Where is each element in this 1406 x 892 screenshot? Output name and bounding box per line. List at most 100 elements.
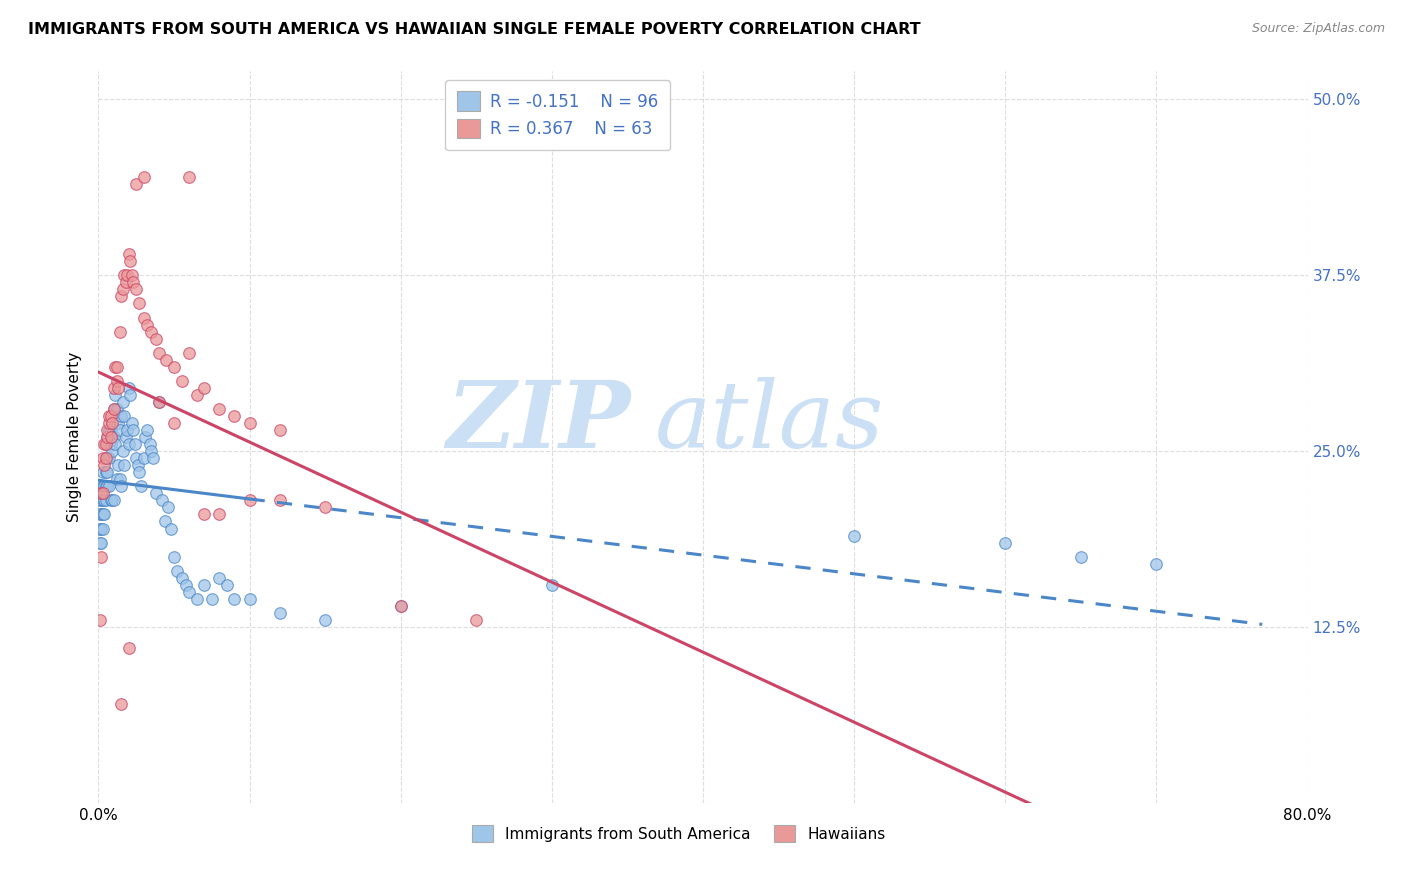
Point [208, 401, 231, 416]
Point [93, 458, 115, 473]
Point [121, 416, 143, 430]
Point [208, 508, 231, 522]
Point [94, 465, 117, 479]
Point [224, 409, 246, 423]
Point [120, 388, 142, 402]
Text: IMMIGRANTS FROM SOUTH AMERICA VS HAWAIIAN SINGLE FEMALE POVERTY CORRELATION CHAR: IMMIGRANTS FROM SOUTH AMERICA VS HAWAIIA… [28, 22, 921, 37]
Point [193, 578, 215, 592]
Point [100, 423, 122, 437]
Point [103, 381, 125, 395]
Point [269, 606, 291, 620]
Point [91, 486, 114, 500]
Point [125, 282, 148, 296]
Point [90, 493, 112, 508]
Point [90, 508, 112, 522]
Point [112, 409, 135, 423]
Point [100, 437, 122, 451]
Point [208, 571, 231, 585]
Point [166, 564, 188, 578]
Point [91, 465, 114, 479]
Point [170, 571, 193, 585]
Point [465, 613, 488, 627]
Point [112, 268, 135, 283]
Point [122, 423, 145, 437]
Point [98, 437, 121, 451]
Point [269, 423, 291, 437]
Point [104, 388, 127, 402]
Point [101, 493, 124, 508]
Point [89, 535, 111, 549]
Point [104, 437, 127, 451]
Point [111, 395, 134, 409]
Point [96, 451, 118, 466]
Point [389, 599, 412, 613]
Point [132, 310, 155, 325]
Point [269, 493, 291, 508]
Point [91, 479, 114, 493]
Point [239, 416, 262, 430]
Point [111, 444, 134, 458]
Point [201, 591, 224, 606]
Point [163, 549, 186, 564]
Point [96, 423, 118, 437]
Point [122, 276, 145, 290]
Point [108, 472, 131, 486]
Point [90, 479, 112, 493]
Point [314, 613, 336, 627]
Point [103, 401, 125, 416]
Point [98, 451, 121, 466]
Point [94, 479, 117, 493]
Point [141, 444, 163, 458]
Point [101, 444, 124, 458]
Point [112, 458, 135, 473]
Point [156, 500, 179, 515]
Point [107, 381, 129, 395]
Point [93, 508, 115, 522]
Point [132, 451, 155, 466]
Point [105, 401, 128, 416]
Point [94, 451, 117, 466]
Point [103, 430, 125, 444]
Point [90, 521, 112, 535]
Text: atlas: atlas [655, 377, 884, 467]
Point [96, 430, 118, 444]
Point [98, 479, 121, 493]
Point [101, 430, 124, 444]
Point [118, 381, 141, 395]
Point [389, 599, 412, 613]
Point [94, 451, 117, 466]
Point [186, 591, 208, 606]
Point [239, 493, 262, 508]
Point [134, 430, 156, 444]
Point [179, 584, 201, 599]
Point [239, 591, 262, 606]
Point [93, 493, 115, 508]
Point [89, 521, 111, 535]
Point [118, 641, 141, 656]
Point [110, 698, 132, 712]
Point [94, 493, 117, 508]
Point [170, 374, 193, 388]
Point [148, 395, 170, 409]
Point [114, 276, 136, 290]
Point [1070, 549, 1092, 564]
Point [148, 345, 170, 359]
Point [118, 247, 141, 261]
Point [110, 289, 132, 303]
Point [103, 493, 125, 508]
Point [115, 423, 138, 437]
Point [118, 437, 141, 451]
Point [150, 493, 173, 508]
Y-axis label: Single Female Poverty: Single Female Poverty [67, 352, 83, 522]
Point [135, 318, 157, 332]
Point [145, 486, 167, 500]
Point [100, 430, 122, 444]
Point [120, 254, 142, 268]
Point [103, 401, 125, 416]
Point [101, 416, 124, 430]
Point [129, 479, 152, 493]
Point [105, 374, 128, 388]
Point [90, 549, 112, 564]
Point [163, 359, 186, 374]
Point [145, 332, 167, 346]
